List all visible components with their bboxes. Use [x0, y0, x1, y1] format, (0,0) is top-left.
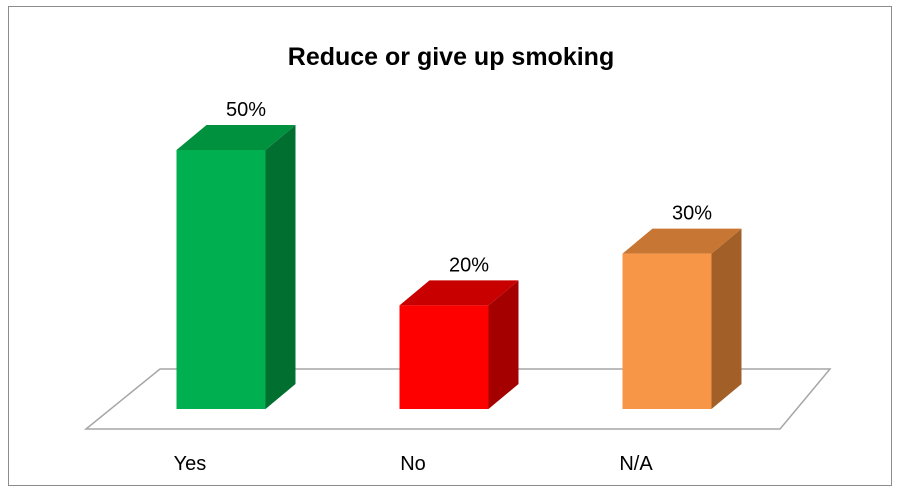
bar-n-a [622, 253, 712, 409]
x-tick-label-no: No [400, 453, 426, 475]
x-tick-label-yes: Yes [174, 453, 207, 475]
bar-yes [176, 150, 266, 409]
bar-no-side [488, 280, 519, 409]
data-label-yes: 50% [226, 99, 266, 121]
x-tick-label-n-a: N/A [619, 453, 653, 475]
bar-n-a-side [711, 228, 742, 409]
bar-yes-side [265, 125, 296, 409]
data-label-n-a: 30% [672, 203, 712, 225]
bar-no [399, 305, 489, 409]
chart-title: Reduce or give up smoking [287, 43, 615, 71]
bar-n-a-top [622, 228, 742, 254]
bar-no-top [399, 280, 519, 306]
bar-yes-top [176, 125, 296, 150]
data-label-no: 20% [449, 254, 489, 276]
